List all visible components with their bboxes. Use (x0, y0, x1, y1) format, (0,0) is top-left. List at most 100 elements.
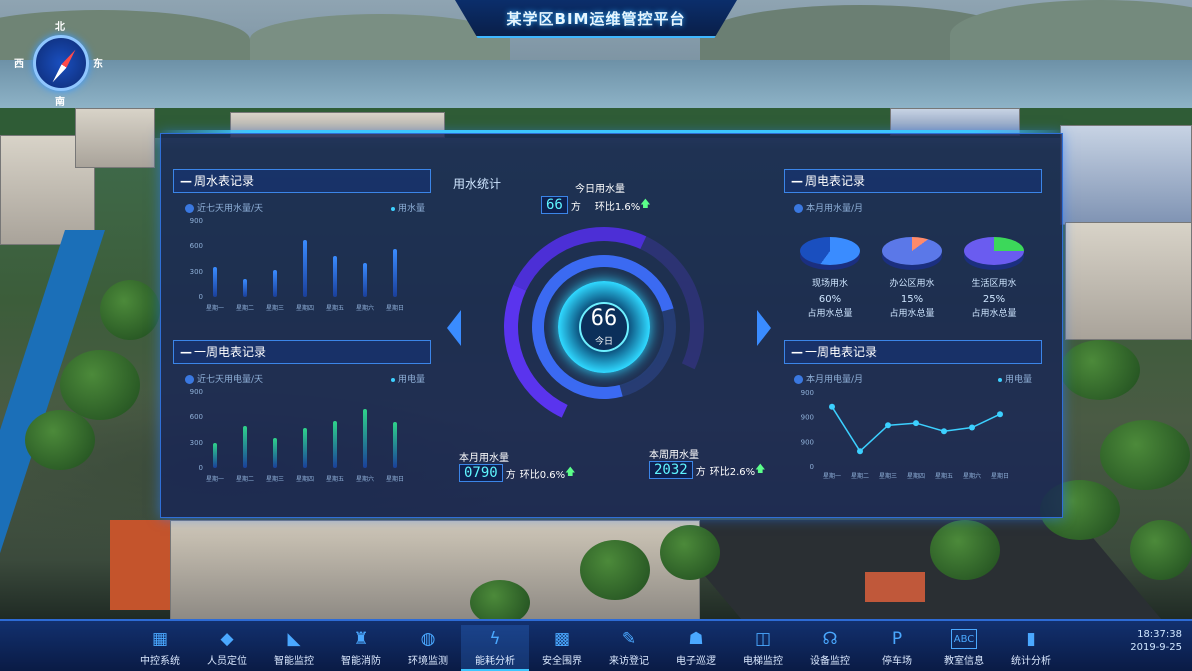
nav-item-fire[interactable]: ♜ 智能消防 (327, 625, 395, 671)
electric-line-chart: 900 900 900 0 星期一 星期二 星期三 星期四 星期五 星期六 星期日 (801, 389, 1009, 480)
nav-item-abc[interactable]: ABC 教室信息 (930, 625, 998, 671)
x-tick-label: 星期四 (295, 476, 314, 483)
x-tick-label: 星期二 (235, 305, 254, 312)
month-compare: 环比0.6% (519, 469, 566, 481)
week-compare: 环比2.6% (709, 466, 756, 478)
nav-item-stats[interactable]: ▮ 统计分析 (997, 625, 1065, 671)
pie-sub-label: 占用水总量 (971, 309, 1017, 319)
bar (363, 263, 367, 297)
nav-item-label: 人员定位 (207, 656, 247, 667)
data-point (885, 422, 891, 429)
y-tick-label: 900 (801, 389, 814, 397)
x-tick-label: 星期日 (991, 472, 1009, 480)
bar (243, 425, 247, 468)
register-icon: ✎ (621, 629, 637, 649)
month-usage-stat: 0790 方 环比0.6% 🡅 (459, 464, 575, 482)
nav-item-drop[interactable]: ◍ 环境监测 (394, 625, 462, 671)
nav-item-elevator[interactable]: ◫ 电梯监控 (729, 625, 797, 671)
bar (363, 408, 367, 468)
nav-item-register[interactable]: ✎ 来访登记 (595, 625, 663, 671)
today-gauge-center (579, 302, 629, 352)
y-tick-label: 900 (801, 414, 814, 422)
water-distribution-card: 周电表记录 本月用水量/月 现场用水 60% 占用水总量 办公区用水 15% 占用水总量 生… (784, 169, 1042, 319)
pie-name-label: 现场用水 (811, 279, 848, 289)
y-tick-label: 900 (189, 217, 203, 225)
compass-widget[interactable] (33, 35, 89, 91)
x-tick-label: 星期一 (205, 305, 224, 312)
clock-icon (794, 204, 803, 213)
today-usage-unit: 方 (570, 201, 581, 213)
month-usage-value: 0790 (459, 464, 503, 482)
nav-item-control[interactable]: ▦ 中控系统 (126, 625, 194, 671)
data-point (857, 448, 863, 455)
nav-item-device[interactable]: ☊ 设备监控 (796, 625, 864, 671)
chart-legend-left: 本月用电量/月 (794, 372, 863, 385)
next-arrow-button[interactable] (757, 310, 771, 346)
card-title: 一周电表记录 (173, 340, 431, 364)
gauge-label: 今日 (594, 337, 613, 347)
week-usage-stat: 2032 方 环比2.6% 🡅 (649, 461, 765, 479)
pie-percent-label: 60% (818, 294, 842, 305)
data-point (829, 403, 835, 410)
clock-icon (185, 204, 194, 213)
bar (273, 437, 277, 468)
today-compare: 环比1.6% (594, 201, 641, 213)
y-tick-label: 300 (189, 267, 203, 276)
week-usage-unit: 方 (695, 466, 706, 478)
nav-item-label: 安全围界 (542, 656, 582, 667)
nav-item-label: 电梯监控 (743, 656, 783, 667)
nav-item-label: 停车场 (882, 656, 912, 667)
x-tick-label: 星期三 (265, 476, 284, 483)
nav-item-fence[interactable]: ▩ 安全围界 (528, 625, 596, 671)
pie-slice (964, 237, 1024, 265)
bar (213, 442, 217, 468)
nav-item-lightning[interactable]: ϟ 能耗分析 (461, 625, 529, 671)
card-title: 周水表记录 (173, 169, 431, 193)
pie-name-label: 生活区用水 (971, 279, 1017, 289)
bar (213, 267, 217, 297)
x-tick-label: 星期二 (851, 472, 869, 480)
compass-west-label: 西 (14, 59, 24, 70)
up-arrow-icon: 🡅 (640, 198, 651, 210)
x-tick-label: 星期六 (355, 305, 374, 312)
data-point (969, 424, 975, 431)
compass-east-label: 东 (93, 59, 103, 70)
nav-item-camera[interactable]: ◣ 智能监控 (260, 625, 328, 671)
chart-legend-left: 近七天用电量/天 (185, 372, 263, 385)
clock-time: 18:37:38 (1137, 629, 1182, 640)
data-point (997, 411, 1003, 418)
x-tick-label: 星期五 (935, 472, 953, 480)
compass-south-label: 南 (55, 97, 65, 108)
nav-item-label: 教室信息 (944, 656, 984, 667)
prev-arrow-button[interactable] (447, 310, 461, 346)
x-tick-label: 星期二 (235, 476, 254, 483)
nav-item-label: 环境监测 (408, 656, 448, 667)
y-tick-label: 0 (198, 464, 203, 472)
compass-north-label: 北 (55, 22, 65, 33)
y-tick-label: 600 (189, 413, 203, 422)
abc-icon: ABC (951, 629, 977, 649)
clock: 18:37:38 2019-9-25 (1130, 620, 1182, 654)
today-usage-label: 今日用水量 (575, 184, 625, 195)
nav-item-parking[interactable]: P 停车场 (863, 625, 931, 671)
drop-icon: ◍ (420, 629, 436, 649)
nav-item-label: 电子巡逻 (676, 656, 716, 667)
week-usage-value: 2032 (649, 461, 693, 479)
nav-item-patrol[interactable]: ☗ 电子巡逻 (662, 625, 730, 671)
elevator-icon: ◫ (754, 629, 772, 649)
lightning-icon: ϟ (489, 629, 501, 649)
bar (303, 428, 307, 468)
electric-line-card: 一周电表记录 本月用电量/月 用电量 900 900 900 0 星期一 星期二 星期三 星期… (784, 340, 1042, 486)
locate-icon: ◆ (220, 629, 234, 649)
clock-date: 2019-9-25 (1130, 642, 1182, 653)
x-tick-label: 星期四 (295, 305, 314, 312)
month-usage-unit: 方 (505, 469, 516, 481)
nav-item-locate[interactable]: ◆ 人员定位 (193, 625, 261, 671)
week-usage-label: 本周用水量 (649, 450, 699, 461)
chart-legend-right: 用电量 (391, 372, 425, 385)
today-usage-value: 66 (541, 196, 568, 214)
pie-percent-label: 25% (982, 294, 1006, 305)
today-usage-stat: 66 方 环比1.6% 🡅 (541, 196, 651, 214)
x-tick-label: 星期六 (355, 476, 374, 483)
